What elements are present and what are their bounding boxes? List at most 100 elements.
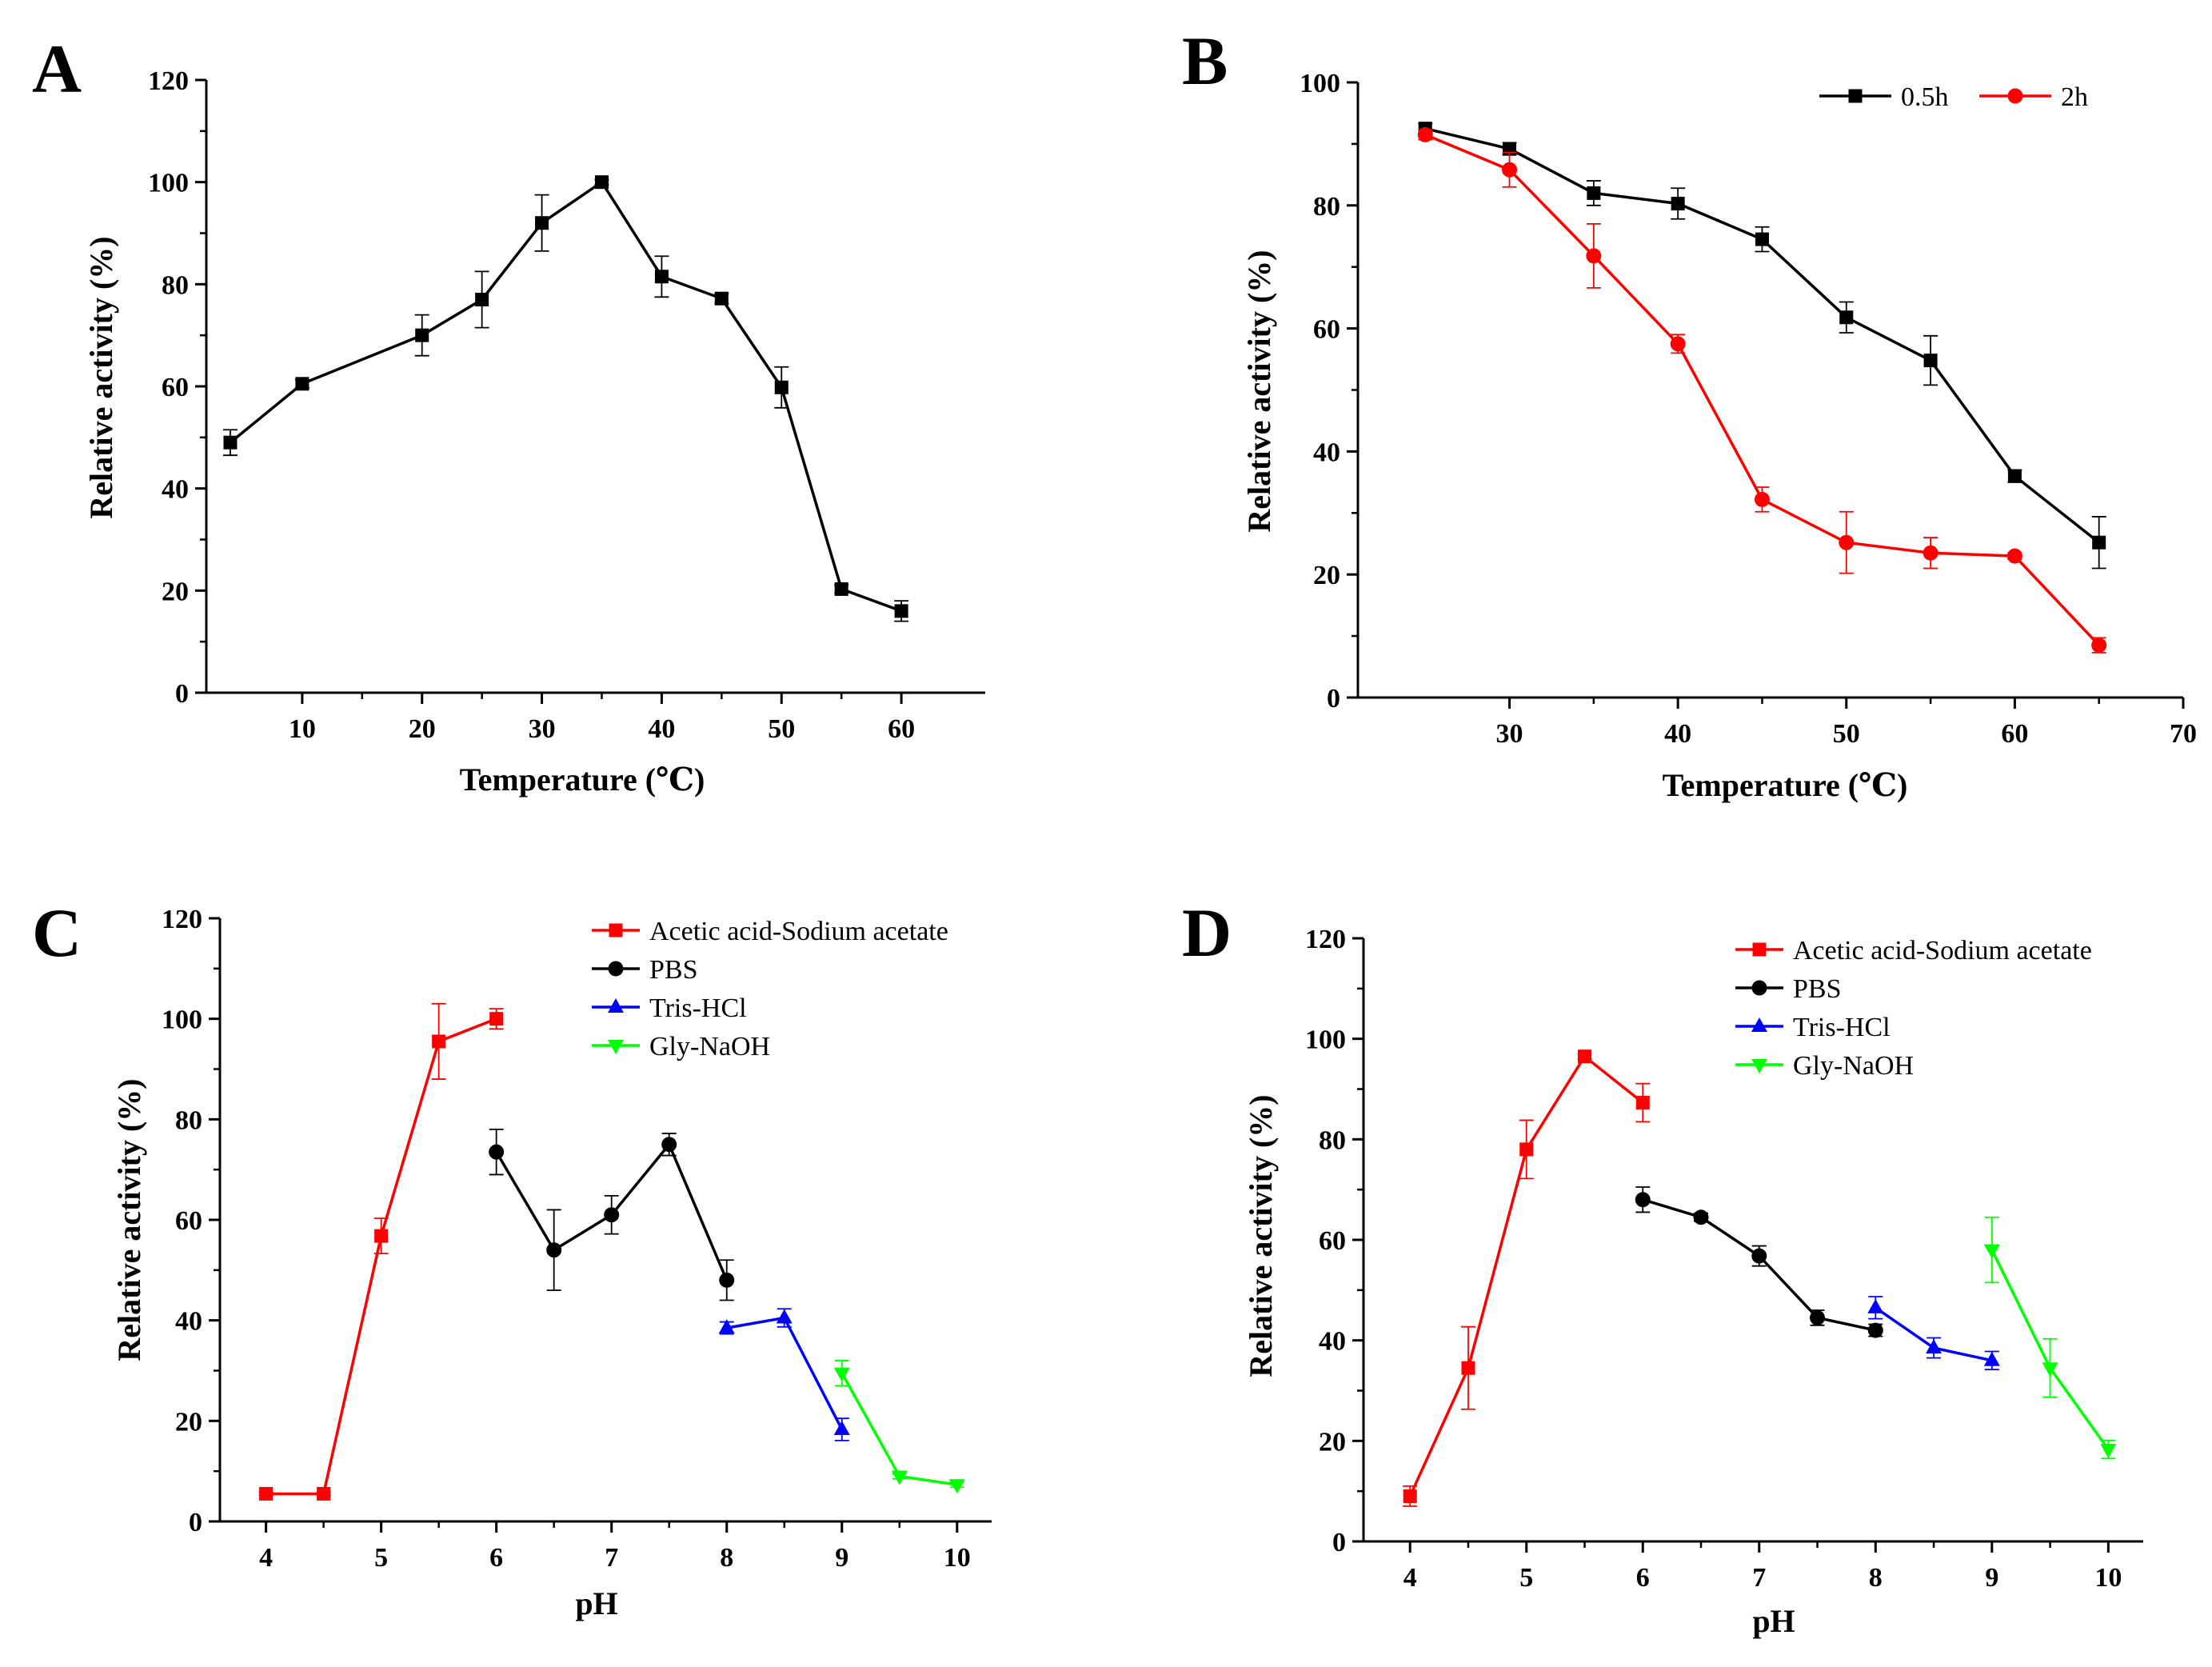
panel-d-y-tick-label: 120 [1305,925,1346,954]
panel-a-series-relative-activity [222,175,909,622]
panel-a-series-relative-activity-point [714,291,729,306]
panel-d-series-pbs-point [1810,1309,1826,1325]
panel-c-series-acetic-acid-sodium-acetate [258,1002,504,1501]
panel-c-series-tris-hcl [718,1308,850,1441]
panel-a-series-relative-activity-point [223,435,238,450]
panel-d-series-pbs-point [1867,1322,1883,1338]
panel-a-y-tick-label: 100 [148,169,189,198]
panel-c-series-acetic-acid-sodium-acetate-point [317,1486,331,1501]
panel-b-series-2h [1417,126,2107,654]
panel-d-x-tick-label: 9 [1985,1563,1998,1593]
panel-b-series-2h-point [1754,491,1770,507]
panel-a-series-relative-activity-point [594,175,609,190]
panel-c-series-tris-hcl-line [726,1316,844,1430]
panel-a-series-relative-activity-point [295,377,309,391]
panel-c-series-gly-naoh-point [891,1470,908,1485]
panel-a: A Temperature (℃) Relative activity (%) … [32,30,985,798]
panel-a-x-tick-label: 40 [648,714,675,744]
panel-d-x-axis-title: pH [1752,1603,1795,1639]
panel-a-x-axis-title: Temperature (℃) [460,762,705,798]
panel-d-legend: Acetic acid-Sodium acetate PBS Tris-HCl Gly… [1735,936,2092,1081]
panel-a-x-tick-label: 50 [768,714,795,744]
panel-d-series-tris-hcl-point [1983,1351,2000,1366]
panel-b-x-tick-label: 60 [2001,719,2028,749]
panel-b-series-2h-point [1586,248,1602,264]
panel-b-series-0-5h-point [1671,196,1685,210]
panel-d-x-tick-label: 8 [1869,1563,1883,1593]
panel-a-y-tick-label: 40 [162,475,189,505]
panel-d-series-gly-naoh-point [2042,1362,2058,1377]
panel-c-series-gly-naoh-point [833,1367,850,1382]
panel-a-series-relative-activity-point [894,604,908,618]
panel-d-legend-marker-tris-hcl [1751,1017,1767,1032]
panel-d-legend-label-tris-hcl: Tris-HCl [1793,1013,1891,1042]
panel-b-series-2h-point [1417,126,1433,142]
panel-c-legend: Acetic acid-Sodium acetate PBS Tris-HCl Gly… [592,917,948,1061]
panel-c-series-pbs-point [604,1207,620,1223]
panel-b-series-0-5h-point [1923,354,1938,368]
panel-b-series-0-5h [1418,122,2106,570]
panel-c-legend-label-acetic-acid-sodium-acetate: Acetic acid-Sodium acetate [649,917,948,946]
panel-b-y-tick-label: 60 [1313,315,1340,345]
panel-c-series-acetic-acid-sodium-acetate-point [374,1229,389,1243]
panel-c-series-acetic-acid-sodium-acetate-line [266,1017,497,1496]
panel-b-series-0-5h-point [2007,469,2022,483]
panel-c-legend-marker-gly-naoh [608,1040,624,1054]
panel-c-series-gly-naoh [833,1360,965,1494]
panel-b-y-tick-label: 0 [1327,684,1340,714]
panel-a-x-tick-label: 30 [529,714,556,744]
panel-c-x-tick-label: 7 [605,1543,618,1573]
panel-c-y-tick-label: 60 [175,1206,202,1236]
panel-b-series-2h-point [1923,545,1938,561]
panel-a-y-tick-label: 80 [162,270,189,300]
panel-d-x-tick-label: 6 [1636,1563,1650,1593]
panel-b-series-0-5h-point [1755,232,1769,246]
panel-d-y-tick-label: 0 [1332,1528,1346,1557]
panel-d-x-tick-label: 5 [1519,1563,1533,1593]
panel-b-series-0-5h-point [1587,186,1601,200]
panel-c-y-axis-title: Relative activity (%) [111,1078,147,1361]
panel-b-y-tick-label: 80 [1313,192,1340,222]
panel-b-x-axis-title: Temperature (℃) [1663,767,1908,803]
panel-c-x-axis-title: pH [575,1585,617,1621]
panel-c-x-tick-label: 5 [374,1543,388,1573]
panel-c-legend-marker-tris-hcl [608,998,624,1013]
panel-a-x-tick-label: 10 [289,714,316,744]
panel-d: D pH Relative activity (%) 0 20 40 60 80 100 1… [1182,894,2143,1639]
panel-b-series-0-5h-point [2092,535,2106,550]
panel-c-x-tick-label: 4 [259,1543,273,1573]
panel-c-series-gly-naoh-point [948,1479,965,1494]
panel-d-y-axis-title: Relative activity (%) [1243,1094,1279,1377]
panel-a-series-relative-activity-line [229,180,902,613]
panel-d-series-acetic-acid-sodium-acetate-point [1519,1142,1534,1157]
panel-c-series-gly-naoh-line [840,1372,958,1486]
panel-a-series-relative-activity-point [475,292,489,306]
panel-c-series-tris-hcl-point [833,1421,850,1436]
panel-b-y-tick-label: 100 [1300,69,1340,98]
panel-d-y-tick-label: 40 [1319,1327,1346,1357]
panel-c-y-tick-label: 100 [162,1005,202,1035]
panel-d-series-acetic-acid-sodium-acetate-point [1577,1049,1591,1064]
panel-d-y-tick-label: 20 [1319,1427,1346,1457]
panel-c-series-pbs-point [489,1144,505,1160]
panel-d-series-gly-naoh-point [1983,1244,2000,1259]
panel-letter-b: B [1182,22,1228,99]
panel-c: C pH Relative activity (%) 0 20 40 60 80 100 1… [32,894,992,1621]
panel-c-series-acetic-acid-sodium-acetate-point [489,1012,504,1026]
panel-b-x-tick-label: 70 [2170,719,2197,749]
panel-b-series-2h-point [2091,638,2107,654]
panel-a-series-relative-activity-point [774,380,789,394]
panel-d-x-tick-label: 10 [2094,1563,2122,1593]
panel-d-y-tick-label: 60 [1319,1226,1346,1256]
panel-d-y-tick-label: 80 [1319,1125,1346,1155]
panel-b-series-2h-point [1502,162,1518,178]
panel-letter-a: A [32,30,82,107]
panel-d-legend-label-gly-naoh: Gly-NaOH [1793,1051,1914,1081]
panel-b-series-2h-point [1670,336,1686,352]
panel-b-series-0-5h-point [1839,310,1854,325]
panel-b-x-tick-label: 40 [1664,719,1691,749]
panel-d-y-tick-label: 100 [1305,1025,1346,1055]
panel-c-legend-marker-pbs [608,961,624,977]
panel-b-x-tick-label: 50 [1833,719,1860,749]
